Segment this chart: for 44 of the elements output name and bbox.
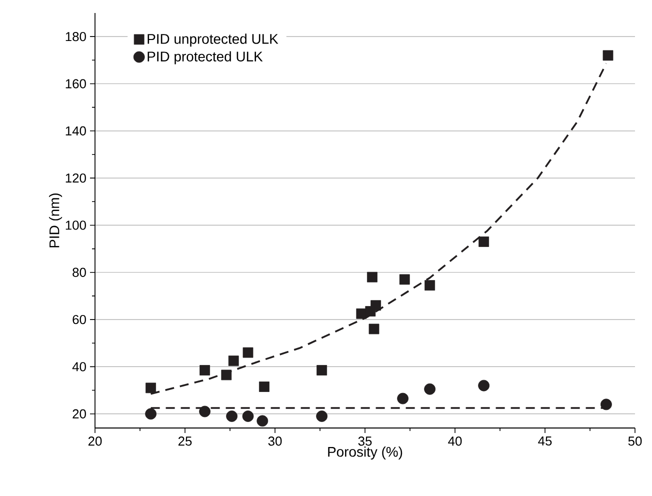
point	[316, 410, 328, 422]
point	[259, 382, 270, 392]
y-axis-title: PID (nm)	[49, 193, 62, 248]
point	[367, 272, 378, 282]
y-tick-label: 40	[72, 362, 86, 372]
point	[226, 410, 238, 422]
x-tick-label: 30	[268, 436, 282, 446]
y-tick-label: 20	[72, 409, 86, 418]
point	[478, 236, 490, 247]
point	[370, 300, 382, 311]
x-tick-label: 50	[628, 436, 642, 446]
point	[399, 274, 410, 285]
point	[397, 392, 409, 404]
point	[242, 347, 254, 358]
y-tick-label: 60	[72, 314, 86, 324]
y-tick-label: 180	[66, 32, 86, 42]
point	[368, 324, 380, 334]
point	[424, 280, 436, 291]
x-tick-label: 35	[358, 436, 372, 446]
point	[242, 410, 254, 422]
legend-label: PID unprotected ULK	[148, 34, 278, 47]
point	[600, 398, 612, 410]
point	[200, 365, 210, 376]
point	[145, 408, 156, 420]
x-tick-label: 25	[178, 436, 192, 446]
point	[316, 365, 328, 376]
legend-label: PID protected ULK	[148, 51, 263, 64]
point	[602, 50, 614, 61]
y-tick-label: 80	[72, 268, 86, 277]
point	[199, 406, 210, 418]
point	[256, 415, 268, 427]
x-tick-label: 45	[538, 436, 552, 446]
y-tick-label: 160	[66, 79, 86, 88]
point	[221, 370, 232, 380]
point	[478, 380, 490, 392]
y-tick-label: 100	[66, 220, 86, 230]
x-tick-label: 40	[448, 436, 462, 446]
y-tick-label: 120	[66, 173, 86, 183]
x-tick-label: 20	[88, 436, 102, 446]
point	[424, 383, 436, 395]
point	[228, 356, 239, 366]
y-tick-label: 140	[66, 126, 86, 136]
x-axis-title: Porosity (%)	[328, 446, 402, 460]
point	[146, 382, 156, 394]
